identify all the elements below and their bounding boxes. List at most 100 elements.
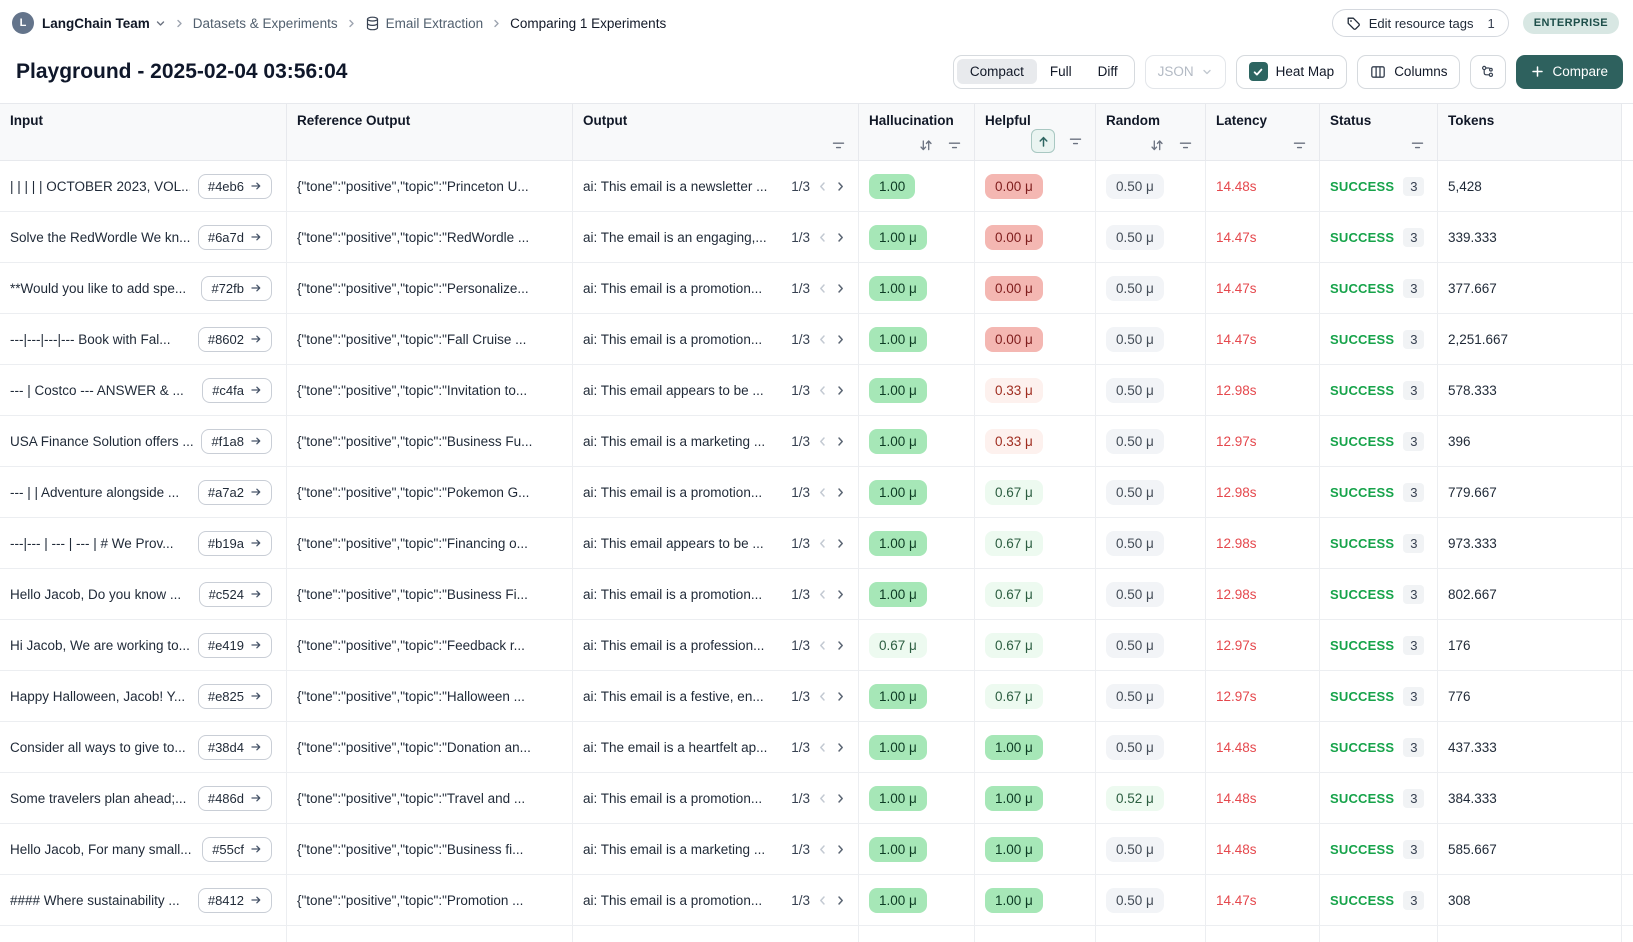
random-score-badge[interactable]: 0.50 μ xyxy=(1106,581,1164,607)
random-score-badge[interactable]: 0.50 μ xyxy=(1106,275,1164,301)
columns-button[interactable]: Columns xyxy=(1357,54,1461,89)
helpful-score-badge[interactable]: 1.00 μ xyxy=(985,734,1043,760)
example-link-chip[interactable]: #a7a2 xyxy=(197,479,272,505)
helpful-score-badge[interactable]: 1.00 μ xyxy=(985,836,1043,862)
chevron-left-icon[interactable] xyxy=(817,691,828,702)
example-link-chip[interactable]: #b19a xyxy=(197,530,272,556)
random-score-badge[interactable]: 0.50 μ xyxy=(1106,377,1164,403)
chevron-right-icon[interactable] xyxy=(835,640,846,651)
hallucination-score-badge[interactable]: 1.00 μ xyxy=(869,224,927,250)
chevron-left-icon[interactable] xyxy=(817,334,828,345)
helpful-score-badge[interactable]: 1.00 μ xyxy=(985,785,1043,811)
example-link-chip[interactable]: #e825 xyxy=(197,683,272,709)
hallucination-score-badge[interactable]: 1.00 μ xyxy=(869,377,927,403)
table-row[interactable]: ---|---|---|--- Book with Fal... #8602 {… xyxy=(0,314,1633,365)
helpful-score-badge[interactable]: 0.00 μ xyxy=(985,173,1043,199)
example-link-chip[interactable]: #8412 xyxy=(197,887,272,913)
chevron-right-icon[interactable] xyxy=(835,436,846,447)
example-link-chip[interactable]: #e419 xyxy=(197,632,272,658)
helpful-score-badge[interactable]: 0.67 μ xyxy=(985,683,1043,709)
table-row[interactable]: #### Where sustainability ... #8412 {"to… xyxy=(0,875,1633,926)
table-row[interactable]: Some travelers plan ahead;... #486d {"to… xyxy=(0,773,1633,824)
chevron-left-icon[interactable] xyxy=(817,895,828,906)
hallucination-score-badge[interactable]: 0.67 μ xyxy=(869,632,927,658)
random-score-badge[interactable]: 0.50 μ xyxy=(1106,224,1164,250)
table-row[interactable]: Hi Jacob, We are working to... #e419 {"t… xyxy=(0,620,1633,671)
helpful-score-badge[interactable]: 0.67 μ xyxy=(985,479,1043,505)
filter-icon[interactable] xyxy=(1410,138,1425,153)
chevron-left-icon[interactable] xyxy=(817,487,828,498)
tree-view-button[interactable] xyxy=(1470,54,1507,89)
example-link-chip[interactable]: #f1a8 xyxy=(201,428,272,454)
sort-icon[interactable] xyxy=(1149,138,1165,153)
random-score-badge[interactable]: 0.50 μ xyxy=(1106,632,1164,658)
hallucination-score-badge[interactable]: 1.00 μ xyxy=(869,836,927,862)
hallucination-score-badge[interactable]: 1.00 μ xyxy=(869,887,927,913)
chevron-left-icon[interactable] xyxy=(817,232,828,243)
hallucination-score-badge[interactable]: 1.00 μ xyxy=(869,428,927,454)
filter-icon[interactable] xyxy=(1068,134,1083,149)
filter-icon[interactable] xyxy=(947,138,962,153)
chevron-right-icon[interactable] xyxy=(835,385,846,396)
breadcrumb-dataset[interactable]: Email Extraction xyxy=(365,16,483,31)
team-switcher[interactable]: LangChain Team xyxy=(42,16,166,31)
compare-button[interactable]: Compare xyxy=(1516,54,1623,89)
random-score-badge[interactable]: 0.50 μ xyxy=(1106,326,1164,352)
sort-icon[interactable] xyxy=(918,138,934,153)
chevron-left-icon[interactable] xyxy=(817,742,828,753)
hallucination-score-badge[interactable]: 1.00 μ xyxy=(869,581,927,607)
chevron-left-icon[interactable] xyxy=(817,538,828,549)
helpful-score-badge[interactable]: 0.67 μ xyxy=(985,530,1043,556)
table-row[interactable]: Hello Jacob, For many small... #55cf {"t… xyxy=(0,824,1633,875)
hallucination-score-badge[interactable]: 1.00 μ xyxy=(869,275,927,301)
chevron-right-icon[interactable] xyxy=(835,691,846,702)
table-row[interactable]: USA Finance Solution offers ... #f1a8 {"… xyxy=(0,416,1633,467)
random-score-badge[interactable]: 0.50 μ xyxy=(1106,683,1164,709)
heat-map-toggle[interactable]: Heat Map xyxy=(1235,54,1348,89)
table-row[interactable]: Hello Jacob, Do you know ... #c524 {"ton… xyxy=(0,569,1633,620)
example-link-chip[interactable]: #c524 xyxy=(198,581,272,607)
example-link-chip[interactable]: #6a7d xyxy=(197,224,272,250)
random-score-badge[interactable]: 0.50 μ xyxy=(1106,734,1164,760)
chevron-left-icon[interactable] xyxy=(817,640,828,651)
helpful-score-badge[interactable]: 0.00 μ xyxy=(985,224,1043,250)
random-score-badge[interactable]: 0.50 μ xyxy=(1106,479,1164,505)
chevron-left-icon[interactable] xyxy=(817,844,828,855)
sort-ascending-icon[interactable] xyxy=(1031,129,1055,153)
table-row[interactable]: **Would you like to add spe... #72fb {"t… xyxy=(0,263,1633,314)
hallucination-score-badge[interactable]: 1.00 μ xyxy=(869,785,927,811)
example-link-chip[interactable]: #4eb6 xyxy=(197,173,272,199)
breadcrumb-datasets[interactable]: Datasets & Experiments xyxy=(192,15,338,31)
table-row[interactable]: Happy Halloween, Jacob! Y... #e825 {"ton… xyxy=(0,671,1633,722)
helpful-score-badge[interactable]: 0.33 μ xyxy=(985,377,1043,403)
chevron-left-icon[interactable] xyxy=(817,793,828,804)
filter-icon[interactable] xyxy=(1178,138,1193,153)
chevron-right-icon[interactable] xyxy=(835,334,846,345)
hallucination-score-badge[interactable]: 1.00 μ xyxy=(869,683,927,709)
chevron-left-icon[interactable] xyxy=(817,436,828,447)
random-score-badge[interactable]: 0.52 μ xyxy=(1106,785,1164,811)
chevron-right-icon[interactable] xyxy=(835,589,846,600)
random-score-badge[interactable]: 0.50 μ xyxy=(1106,173,1164,199)
tab-diff[interactable]: Diff xyxy=(1097,64,1118,79)
chevron-right-icon[interactable] xyxy=(835,895,846,906)
chevron-right-icon[interactable] xyxy=(835,232,846,243)
chevron-right-icon[interactable] xyxy=(835,844,846,855)
chevron-right-icon[interactable] xyxy=(835,283,846,294)
chevron-right-icon[interactable] xyxy=(835,181,846,192)
example-link-chip[interactable]: #8602 xyxy=(197,326,272,352)
example-link-chip[interactable]: #72fb xyxy=(201,275,272,301)
random-score-badge[interactable]: 0.50 μ xyxy=(1106,530,1164,556)
chevron-left-icon[interactable] xyxy=(817,589,828,600)
example-link-chip[interactable]: #c4fa xyxy=(202,377,272,403)
example-link-chip[interactable]: #486d xyxy=(197,785,272,811)
chevron-left-icon[interactable] xyxy=(817,385,828,396)
table-row[interactable] xyxy=(0,926,1633,942)
table-row[interactable]: Solve the RedWordle We kn... #6a7d {"ton… xyxy=(0,212,1633,263)
hallucination-score-badge[interactable]: 1.00 μ xyxy=(869,326,927,352)
table-row[interactable]: --- | | Adventure alongside ... #a7a2 {"… xyxy=(0,467,1633,518)
tab-compact[interactable]: Compact xyxy=(956,59,1037,84)
table-row[interactable]: | | | | | OCTOBER 2023, VOL... #4eb6 {"t… xyxy=(0,161,1633,212)
chevron-right-icon[interactable] xyxy=(835,487,846,498)
filter-icon[interactable] xyxy=(1292,138,1307,153)
